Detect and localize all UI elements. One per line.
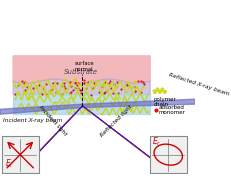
Point	[16, 83, 20, 86]
Text: Reflected light: Reflected light	[99, 104, 132, 138]
Point	[78, 88, 82, 91]
Point	[49, 88, 52, 91]
Text: adsorbed
monomer: adsorbed monomer	[158, 105, 185, 115]
Point	[100, 85, 103, 88]
Point	[71, 89, 75, 92]
Point	[133, 89, 137, 92]
Point	[40, 92, 44, 95]
Point	[22, 82, 26, 85]
Point	[153, 108, 157, 112]
Text: Incident X-ray beam: Incident X-ray beam	[3, 119, 62, 123]
Point	[61, 84, 65, 87]
Point	[75, 81, 79, 84]
Point	[79, 91, 83, 94]
Point	[55, 82, 58, 85]
Point	[82, 82, 86, 85]
Point	[44, 83, 48, 86]
Point	[139, 91, 143, 94]
Point	[73, 82, 76, 85]
Point	[43, 93, 47, 96]
Polygon shape	[82, 99, 194, 108]
Text: $E_r$: $E_r$	[152, 136, 161, 148]
Point	[132, 90, 136, 93]
Point	[133, 85, 137, 88]
Point	[103, 91, 106, 94]
Text: Incident light: Incident light	[38, 105, 67, 137]
Point	[25, 85, 29, 88]
Point	[31, 86, 34, 89]
Polygon shape	[0, 104, 82, 114]
Point	[88, 93, 92, 96]
Point	[142, 82, 146, 85]
Point	[62, 81, 66, 84]
Point	[91, 87, 95, 90]
Point	[76, 87, 80, 90]
Text: polymer
chain: polymer chain	[153, 97, 176, 107]
Point	[69, 85, 73, 88]
Point	[51, 81, 55, 84]
Point	[138, 79, 142, 82]
Point	[140, 81, 144, 84]
Point	[63, 87, 67, 90]
Text: Reflected X-ray beam: Reflected X-ray beam	[167, 72, 229, 97]
Point	[79, 89, 83, 92]
Point	[20, 80, 24, 83]
Point	[125, 83, 128, 86]
Point	[123, 82, 127, 85]
Point	[85, 80, 89, 83]
Point	[108, 79, 112, 82]
Point	[114, 81, 118, 84]
Point	[84, 86, 88, 89]
Point	[82, 79, 86, 82]
Point	[111, 91, 114, 94]
Text: Substrate: Substrate	[64, 69, 98, 75]
Point	[137, 91, 141, 94]
Point	[108, 86, 112, 89]
Point	[112, 83, 116, 86]
Point	[69, 90, 73, 93]
Point	[101, 91, 105, 94]
Text: surface
normal: surface normal	[74, 61, 94, 72]
Point	[23, 88, 26, 91]
Point	[41, 86, 45, 89]
Point	[82, 81, 86, 84]
Point	[116, 91, 119, 94]
Bar	[149, 136, 186, 173]
Point	[49, 87, 53, 90]
Bar	[2, 136, 39, 173]
Point	[73, 86, 76, 89]
Text: $E_i$: $E_i$	[5, 157, 13, 170]
Point	[54, 90, 58, 93]
Point	[23, 81, 27, 84]
Point	[119, 87, 123, 90]
Point	[13, 93, 17, 96]
Point	[105, 89, 109, 92]
Point	[60, 93, 63, 96]
Point	[92, 81, 96, 84]
Point	[75, 83, 79, 86]
Point	[103, 80, 107, 83]
Point	[74, 81, 77, 84]
Point	[106, 81, 110, 84]
Point	[62, 84, 66, 87]
Point	[68, 81, 71, 84]
Point	[136, 80, 139, 83]
Point	[97, 91, 100, 94]
Point	[37, 83, 41, 86]
Point	[67, 91, 71, 94]
